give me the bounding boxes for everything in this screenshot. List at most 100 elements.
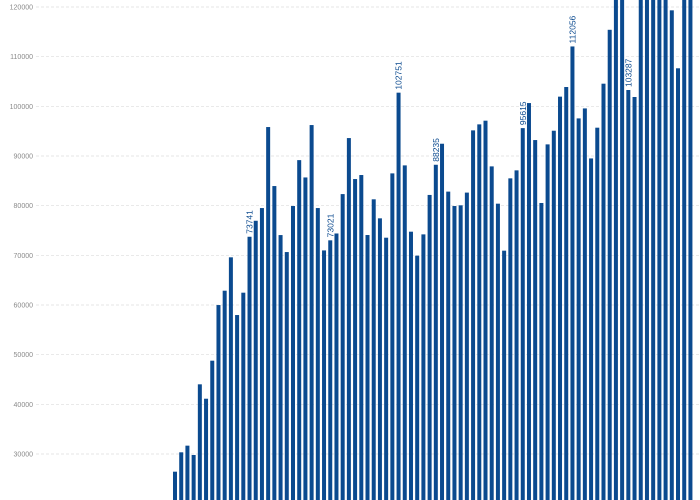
y-tick-label: 120000 — [10, 5, 33, 12]
bar — [613, 0, 618, 500]
bar — [309, 125, 314, 500]
bar — [185, 445, 190, 500]
bar — [464, 192, 469, 500]
bar — [607, 29, 612, 500]
bar — [328, 240, 333, 500]
data-labels: 73741 73021 102751 88235 95615 112056 103287 — [245, 15, 634, 237]
bar — [489, 166, 494, 500]
bar — [576, 118, 581, 500]
bar — [272, 186, 277, 500]
bar — [346, 138, 351, 500]
bar — [657, 0, 662, 500]
y-tick-label: 70000 — [14, 253, 34, 260]
bar — [601, 83, 606, 500]
bar — [266, 127, 271, 500]
bar — [259, 208, 264, 500]
bar — [197, 384, 202, 500]
y-tick-label: 100000 — [10, 104, 33, 111]
bar — [365, 235, 370, 500]
bar — [663, 0, 668, 500]
data-label: 88235 — [431, 138, 441, 162]
bar — [396, 92, 401, 500]
bar — [173, 471, 177, 500]
bar — [539, 202, 544, 500]
bar — [508, 178, 513, 500]
bar — [253, 220, 258, 500]
bar — [483, 120, 488, 500]
bar — [297, 160, 302, 500]
bar — [359, 175, 364, 500]
bar — [638, 0, 643, 500]
bar — [433, 164, 438, 500]
bars — [173, 0, 693, 500]
bar — [458, 205, 463, 500]
bar — [545, 144, 550, 500]
bar — [191, 454, 196, 500]
bar — [502, 250, 507, 500]
bar — [408, 231, 413, 500]
bar — [582, 108, 587, 500]
y-tick-label: 90000 — [14, 154, 34, 161]
bar — [626, 90, 631, 500]
bar — [353, 179, 358, 500]
data-label: 73021 — [325, 213, 335, 237]
bar — [303, 177, 308, 500]
bar — [471, 130, 476, 500]
bar — [589, 158, 594, 500]
bar — [440, 143, 445, 500]
bar — [284, 252, 289, 500]
bar — [415, 255, 420, 500]
y-tick-label: 80000 — [14, 203, 34, 210]
bar — [290, 206, 295, 500]
bar — [632, 96, 637, 500]
bar — [241, 292, 246, 500]
data-label: 112056 — [567, 15, 577, 43]
bar — [278, 235, 283, 500]
bar — [533, 140, 538, 500]
y-tick-label: 50000 — [14, 352, 34, 359]
bar — [377, 218, 382, 500]
bar — [682, 0, 687, 500]
bar — [322, 250, 327, 500]
y-tick-label: 110000 — [10, 54, 33, 61]
bar — [595, 127, 600, 500]
y-tick-label: 30000 — [14, 452, 34, 459]
bar — [210, 360, 215, 500]
data-label: 95615 — [518, 101, 528, 125]
bar — [222, 290, 227, 500]
bar — [514, 170, 519, 500]
bar — [651, 0, 656, 500]
bar — [644, 0, 649, 500]
bar — [179, 452, 184, 500]
bar — [669, 10, 674, 500]
bar — [526, 103, 531, 500]
bar — [446, 191, 451, 500]
bar — [216, 305, 221, 500]
bar — [558, 96, 563, 500]
bar — [551, 130, 556, 500]
bar — [384, 237, 389, 500]
y-axis-ticks: 30000 40000 50000 60000 70000 80000 90000 10000… — [10, 5, 33, 459]
data-label: 103287 — [623, 58, 633, 87]
bar — [452, 206, 457, 500]
data-label: 73741 — [245, 210, 255, 234]
bar — [315, 208, 320, 500]
bar — [402, 165, 407, 500]
y-tick-label: 40000 — [14, 402, 34, 409]
bar — [235, 315, 240, 500]
y-tick-label: 60000 — [14, 303, 34, 310]
bar — [520, 128, 525, 500]
bar — [371, 199, 376, 500]
bar — [495, 203, 500, 500]
bar — [228, 257, 233, 500]
bar — [688, 0, 693, 500]
bar — [334, 233, 339, 500]
bar — [427, 194, 432, 500]
bar — [421, 234, 426, 500]
bar — [340, 194, 345, 500]
bar — [570, 46, 575, 500]
bar — [247, 236, 252, 500]
bar — [620, 0, 625, 500]
bar — [204, 398, 209, 500]
